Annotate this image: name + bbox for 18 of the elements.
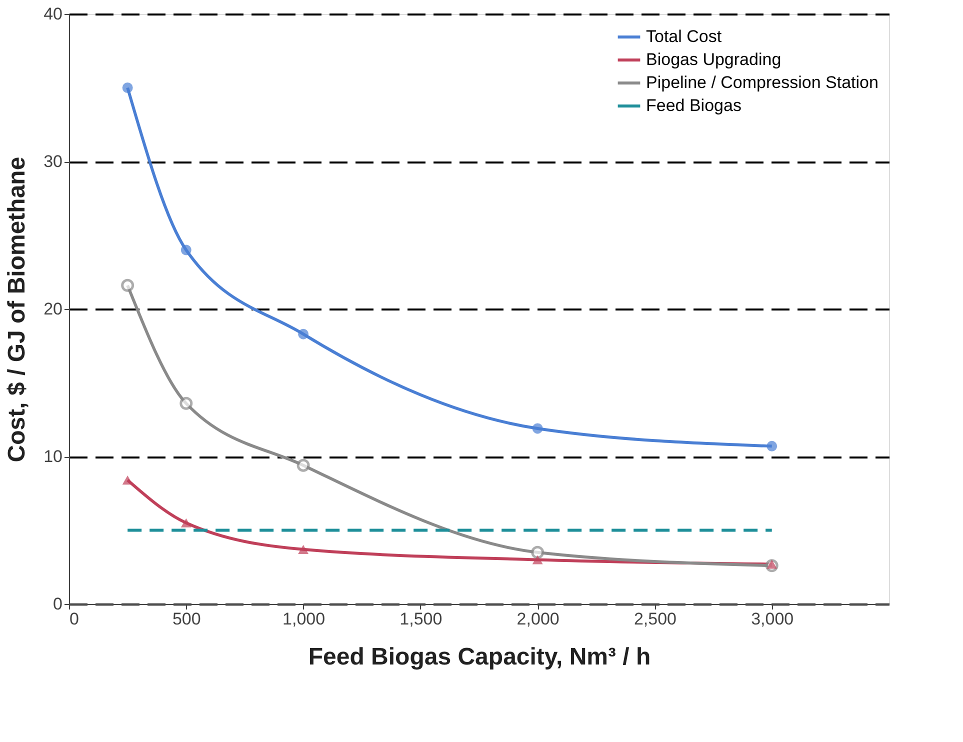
x-tick-label: 3,000 [751,610,794,628]
x-tick-label: 2,000 [516,610,560,628]
legend-label: Biogas Upgrading [646,50,782,69]
y-tick-label: 40 [44,4,62,24]
y-tick-label: 0 [53,594,62,614]
x-tick-label: 1,500 [400,610,442,628]
x-tick-label: 0 [70,610,79,628]
legend-label: Pipeline / Compression Station [646,73,878,92]
x-tick-label: 1,000 [282,610,326,628]
x-axis-title: Feed Biogas Capacity, Nm³ / h [308,644,651,670]
legend-label: Feed Biogas [646,96,742,115]
x-tick-label: 500 [172,610,201,628]
y-tick-label: 30 [44,152,62,171]
y-axis-title: Cost, $ / GJ of Biomethane [4,156,31,462]
legend-label: Total Cost [646,27,722,46]
y-tick-label: 10 [44,447,62,466]
y-tick-label: 20 [44,300,62,318]
x-tick-label: 2,500 [634,610,676,628]
